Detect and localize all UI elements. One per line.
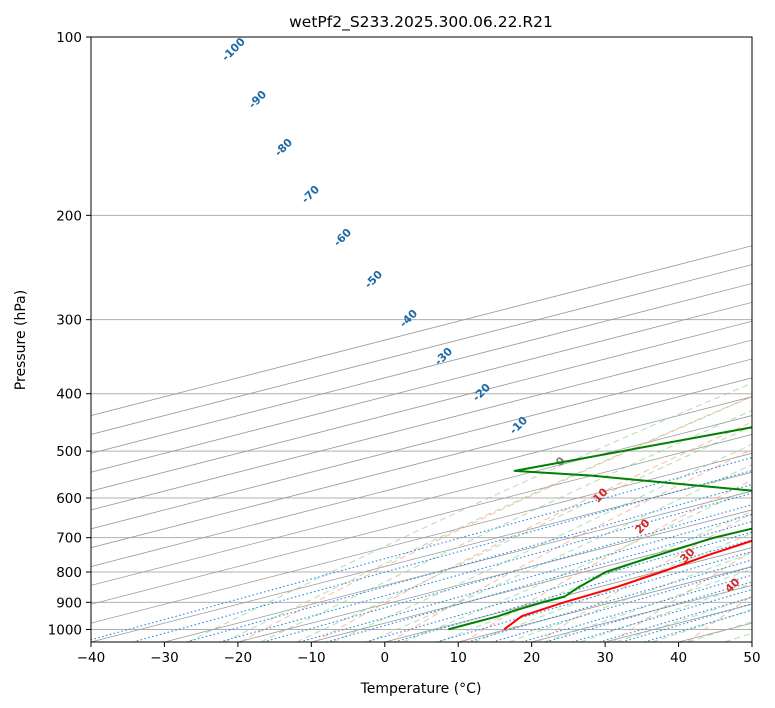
- isotherm-line: [91, 452, 752, 624]
- isotherm-line: [91, 320, 752, 492]
- moist-adiabat-line: [296, 425, 752, 642]
- moist-adiabat-line: [544, 568, 752, 642]
- isotherm-line: [458, 566, 752, 642]
- y-tick-label: 800: [56, 565, 82, 581]
- mixing-ratio-line: [599, 596, 752, 642]
- axes: −40 −30 −20 −10 0 10 20 30 40 50 100 200 300 400 500 60…: [48, 30, 761, 666]
- y-axis-label: Pressure (hPa): [13, 290, 29, 390]
- dry-adiabat-label: -60: [331, 226, 354, 249]
- background-lines: [91, 37, 775, 642]
- x-tick-label: 30: [597, 650, 614, 666]
- isotherm-line: [91, 396, 752, 567]
- x-tick-label: 20: [523, 650, 540, 666]
- dry-adiabat-label: -100: [219, 35, 248, 64]
- chart-title: wetPf2_S233.2025.300.06.22.R21: [289, 13, 553, 32]
- isotherm-line: [91, 264, 752, 435]
- isotherm-line: [751, 641, 752, 642]
- plot-frame: [90, 36, 753, 643]
- x-tick-label: −10: [297, 650, 326, 666]
- mixing-ratio-line: [621, 603, 752, 642]
- temperature-profile-line: [503, 539, 752, 631]
- dewpoint-profile-line: [448, 426, 752, 631]
- x-tick-label: 50: [743, 650, 760, 666]
- moist-adiabat-line: [688, 621, 752, 642]
- x-tick-label: 40: [670, 650, 687, 666]
- y-tick-label: 700: [56, 531, 82, 547]
- isotherm-line: [91, 245, 752, 416]
- moist-adiabat-line: [508, 551, 752, 642]
- dry-adiabat-label: -20: [470, 381, 493, 404]
- mixing-ratio-line: [644, 609, 752, 642]
- dry-adiabat-label: -70: [299, 183, 322, 206]
- isotherm-line: [91, 471, 752, 642]
- y-tick-label: 500: [56, 444, 82, 460]
- dry-adiabat-line: [762, 37, 775, 642]
- y-tick-label: 600: [56, 491, 82, 507]
- x-tick-label: 0: [380, 650, 389, 666]
- moist-adiabat-line: [580, 583, 752, 642]
- moist-adiabat-label: 10: [591, 485, 611, 505]
- isotherm-line: [237, 509, 752, 642]
- moist-adiabat-line: [187, 382, 752, 642]
- x-tick-label: −40: [77, 650, 106, 666]
- isotherm-line: [164, 490, 752, 642]
- dry-adiabat-label: -50: [362, 268, 385, 291]
- dry-adiabat-line: [240, 396, 752, 642]
- moist-adiabat-line: [367, 463, 752, 642]
- mixing-ratio-line: [132, 470, 752, 642]
- y-tick-label: 100: [56, 30, 82, 46]
- dry-adiabat-label: -40: [397, 307, 420, 330]
- isotherm-line: [91, 377, 752, 549]
- moist-adiabat-line: [332, 443, 752, 642]
- x-tick-label: −20: [224, 650, 253, 666]
- moist-adiabat-line: [616, 596, 752, 642]
- y-tick-label: 1000: [48, 622, 82, 638]
- mixing-ratio-line: [572, 588, 752, 642]
- x-axis-label: Temperature (°C): [360, 681, 482, 697]
- mixing-ratio-line: [467, 559, 752, 642]
- mixing-ratio-line: [263, 504, 752, 642]
- dry-adiabat-line: [314, 421, 752, 642]
- y-tick-label: 400: [56, 387, 82, 403]
- dry-adiabat-line: [687, 595, 752, 642]
- mixing-ratio-line: [299, 513, 752, 642]
- isotherm-line: [91, 283, 752, 454]
- isotherm-line: [91, 301, 752, 473]
- moist-adiabat-line: [724, 632, 752, 642]
- isotherm-line: [91, 415, 752, 586]
- mixing-ratio-line: [365, 531, 752, 642]
- mixing-ratio-line: [326, 520, 752, 642]
- isotherm-line: [91, 434, 752, 605]
- dry-adiabat-label: -80: [272, 136, 295, 159]
- x-tick-label: −30: [150, 650, 179, 666]
- y-tick-label: 300: [56, 313, 82, 329]
- y-tick-label: 900: [56, 595, 82, 611]
- mixing-ratio-label: 0.1: [762, 434, 775, 455]
- y-tick-label: 200: [56, 208, 82, 224]
- profile-lines: [448, 426, 752, 631]
- dry-adiabat-label: -90: [246, 88, 269, 111]
- x-tick-label: 10: [450, 650, 467, 666]
